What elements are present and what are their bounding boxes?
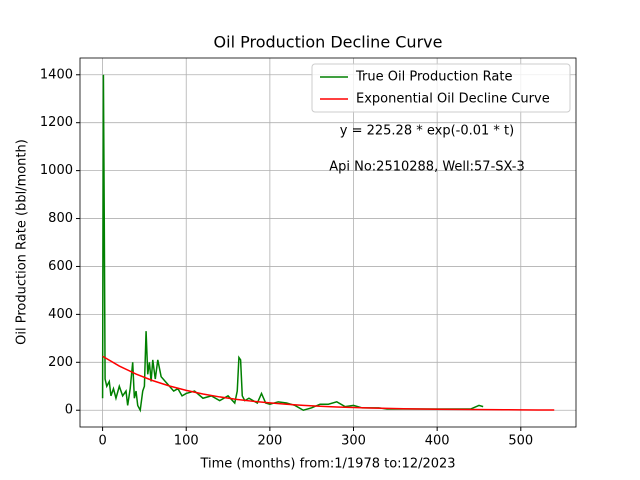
legend-label: True Oil Production Rate <box>355 70 512 85</box>
x-tick-label: 500 <box>508 434 533 449</box>
x-tick-label: 0 <box>98 434 106 449</box>
legend-box <box>311 63 571 113</box>
y-tick-label: 1000 <box>40 163 73 178</box>
data-line <box>101 74 484 413</box>
y-tick-label: 1200 <box>40 115 73 130</box>
x-tick-label: 100 <box>174 434 199 449</box>
legend-label: Exponential Oil Decline Curve <box>356 92 550 107</box>
y-tick-label: 0 <box>65 403 73 418</box>
y-axis-label: Oil Production Rate (bbl/month) <box>15 139 30 345</box>
x-tick-label: 200 <box>257 434 282 449</box>
y-tick-label: 200 <box>48 355 73 370</box>
y-tick-label: 600 <box>48 259 73 274</box>
annotation: y = 225.28 * exp(-0.01 * t) <box>340 124 514 139</box>
data-line <box>102 355 555 411</box>
x-tick-label: 400 <box>425 434 450 449</box>
annotation: Api No:2510288, Well:57-SX-3 <box>329 160 525 175</box>
y-tick-label: 400 <box>48 307 73 322</box>
x-axis-label: Time (months) from:1/1978 to:12/2023 <box>199 457 455 472</box>
y-tick-label: 1400 <box>40 67 73 82</box>
chart-title: Oil Production Decline Curve <box>214 33 443 52</box>
x-tick-label: 300 <box>341 434 366 449</box>
y-tick-label: 800 <box>48 211 73 226</box>
plot-frame <box>79 57 577 428</box>
